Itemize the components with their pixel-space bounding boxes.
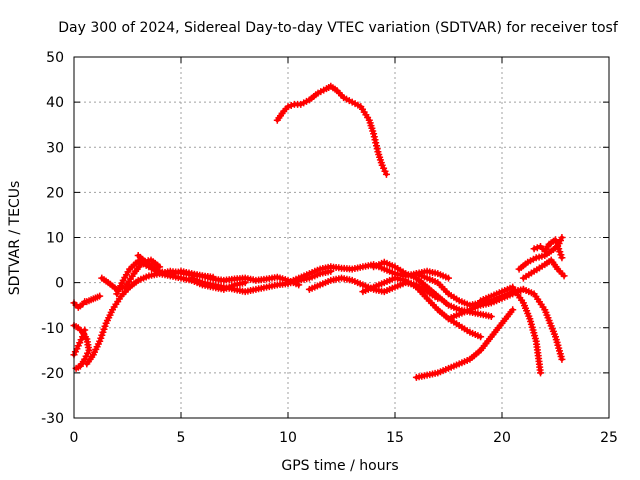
series-arc-16 <box>412 306 517 381</box>
series-arc-18 <box>477 283 545 377</box>
y-axis-label: SDTVAR / TECUs <box>7 181 23 296</box>
data-point-marker <box>287 102 295 109</box>
data-point-marker <box>445 274 452 282</box>
data-point-marker <box>382 170 390 178</box>
plot-frame <box>73 56 610 419</box>
series-arc-21 <box>519 256 568 282</box>
data-point-marker <box>558 355 566 363</box>
data-point-marker <box>519 285 527 293</box>
data-point-marker <box>80 329 88 337</box>
y-tick-label: 40 <box>46 95 64 111</box>
y-tick-label: 20 <box>46 185 64 201</box>
series-arc-2 <box>83 292 104 306</box>
series-arc-4 <box>70 326 89 359</box>
data-point-marker <box>509 306 517 314</box>
y-tick-label: 0 <box>55 276 64 292</box>
grid-lines <box>74 57 609 418</box>
x-tick-label: 15 <box>386 430 404 446</box>
axis-ticks: -30 -20 -10 0 10 20 30 40 50 0 5 10 15 20 25 <box>41 50 618 446</box>
chart-title: Day 300 of 2024, Sidereal Day-to-day VTE… <box>58 20 619 36</box>
x-tick-label: 5 <box>177 430 186 446</box>
series-arc-9 <box>188 267 335 296</box>
x-axis-label: GPS time / hours <box>281 458 398 474</box>
data-points <box>70 82 568 381</box>
data-point-marker <box>79 333 87 341</box>
data-point-marker <box>537 369 545 377</box>
data-point-marker <box>284 103 292 111</box>
series-arc-17 <box>445 285 527 323</box>
y-tick-label: 30 <box>46 140 64 156</box>
data-point-marker <box>530 245 538 253</box>
series-arc-10 <box>273 82 390 178</box>
data-point-marker <box>81 326 89 334</box>
x-tick-label: 25 <box>600 430 618 446</box>
y-tick-label: -10 <box>41 321 64 337</box>
y-tick-label: 10 <box>46 231 64 247</box>
data-point-marker <box>96 292 104 300</box>
data-point-marker <box>487 312 495 320</box>
x-tick-label: 0 <box>70 430 79 446</box>
x-tick-label: 10 <box>279 430 297 446</box>
series-arc-13 <box>359 274 485 341</box>
data-point-marker <box>560 272 568 280</box>
series-arc-20 <box>530 236 566 262</box>
data-point-marker <box>558 254 566 262</box>
data-point-marker <box>477 333 485 341</box>
y-tick-label: -20 <box>41 366 64 382</box>
series-arc-8 <box>134 252 303 289</box>
x-tick-label: 20 <box>493 430 511 446</box>
data-point-marker <box>533 244 541 252</box>
data-point-marker <box>558 234 566 241</box>
y-tick-label: -30 <box>41 411 64 427</box>
data-point-marker <box>100 325 108 333</box>
y-tick-label: 50 <box>46 50 64 66</box>
series-arc-14 <box>370 258 495 320</box>
